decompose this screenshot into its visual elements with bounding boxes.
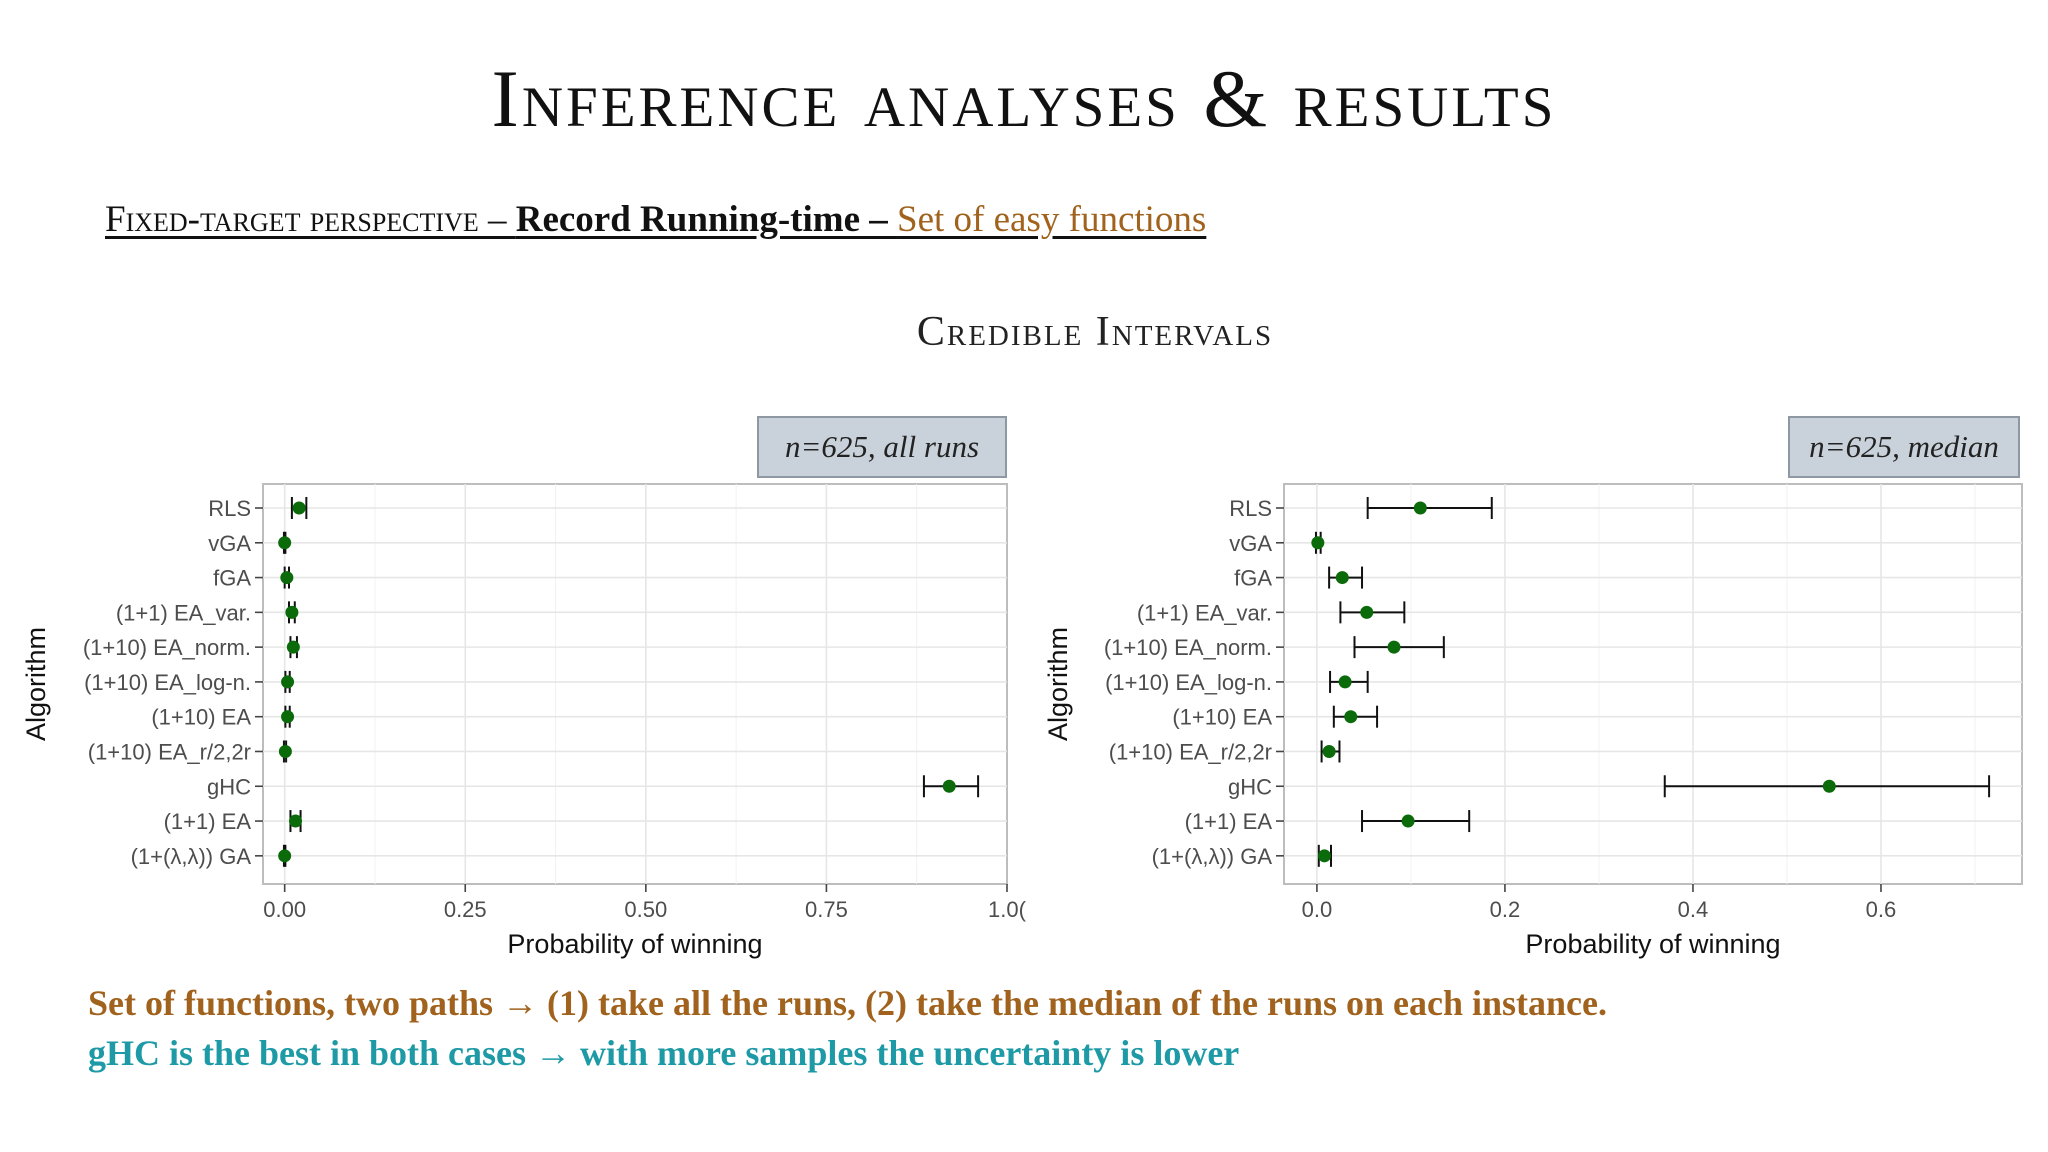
y-tick-label: (1+1) EA	[164, 809, 252, 834]
y-tick-label: RLS	[208, 496, 251, 521]
median-point	[1344, 710, 1358, 724]
y-tick-label: (1+1) EA_var.	[116, 600, 251, 625]
subtitle-perspective: Fixed-target perspective –	[105, 199, 516, 240]
y-tick-label: (1+10) EA	[1172, 705, 1272, 730]
note-two-paths: Set of functions, two paths → (1) take a…	[88, 983, 1607, 1023]
median-point	[1322, 744, 1336, 758]
y-tick-label: gHC	[1228, 774, 1272, 799]
median-point	[942, 779, 956, 793]
y-tick-label: (1+10) EA	[151, 705, 251, 730]
note-ghc-best: gHC is the best in both cases → with mor…	[88, 1033, 1240, 1073]
y-tick-label: (1+1) EA	[1185, 809, 1273, 834]
median-point	[285, 605, 299, 619]
y-axis-title: Algorithm	[21, 627, 51, 741]
median-point	[1413, 501, 1427, 515]
x-tick-label: 0.2	[1490, 897, 1521, 922]
median-point	[292, 501, 306, 515]
x-tick-label: 0.50	[624, 897, 667, 922]
y-tick-label: gHC	[207, 774, 251, 799]
x-axis-title: Probability of winning	[507, 929, 762, 959]
x-tick-label: 0.25	[444, 897, 487, 922]
y-tick-label: (1+10) EA_r/2,2r	[1109, 739, 1272, 764]
x-axis-title: Probability of winning	[1525, 929, 1780, 959]
y-tick-label: (1+10) EA_log-n.	[84, 670, 251, 695]
panel-tag-median: n=625, median	[1788, 416, 2020, 478]
y-tick-label: RLS	[1229, 496, 1272, 521]
slide-subtitle: Fixed-target perspective – Record Runnin…	[105, 198, 1206, 241]
median-point	[1401, 814, 1415, 828]
median-point	[1360, 605, 1374, 619]
y-tick-label: (1+10) EA_r/2,2r	[88, 739, 251, 764]
y-tick-label: fGA	[213, 566, 251, 591]
median-point	[1311, 536, 1325, 550]
x-tick-label: 0.0	[1302, 897, 1333, 922]
y-tick-label: vGA	[1229, 531, 1272, 556]
y-tick-label: fGA	[1234, 566, 1272, 591]
median-point	[1317, 849, 1331, 863]
y-tick-label: vGA	[208, 531, 251, 556]
y-tick-label: (1+10) EA_log-n.	[1105, 670, 1272, 695]
median-point	[280, 571, 294, 585]
median-point	[1335, 571, 1349, 585]
y-axis-title: Algorithm	[1043, 627, 1073, 741]
median-point	[289, 814, 303, 828]
median-point	[286, 640, 300, 654]
x-tick-label: 0.75	[805, 897, 848, 922]
y-tick-label: (1+(λ,λ)) GA	[1152, 844, 1273, 869]
x-tick-label: 0.4	[1678, 897, 1709, 922]
slide-title: Inference analyses & results	[491, 53, 1557, 144]
x-tick-label: 0.6	[1866, 897, 1897, 922]
y-tick-label: (1+10) EA_norm.	[83, 635, 251, 660]
median-point	[1822, 779, 1836, 793]
median-point	[281, 675, 295, 689]
subtitle-measure: Record Running-time –	[515, 199, 898, 240]
x-tick-label: 0.00	[263, 897, 306, 922]
median-point	[281, 710, 295, 724]
median-point	[278, 536, 292, 550]
median-point	[278, 849, 292, 863]
y-tick-label: (1+1) EA_var.	[1137, 600, 1272, 625]
section-title: Credible Intervals	[916, 309, 1274, 355]
y-tick-label: (1+(λ,λ)) GA	[131, 844, 252, 869]
subtitle-function-set: Set of easy functions	[897, 199, 1207, 240]
median-point	[1338, 675, 1352, 689]
panel-tag-all-runs: n=625, all runs	[757, 416, 1007, 478]
y-tick-label: (1+10) EA_norm.	[1104, 635, 1272, 660]
plot-panel-1	[1283, 483, 2023, 885]
plot-panel-0	[262, 483, 1008, 885]
x-tick-label: 1.0(	[988, 897, 1027, 922]
median-point	[278, 744, 292, 758]
median-point	[1387, 640, 1401, 654]
